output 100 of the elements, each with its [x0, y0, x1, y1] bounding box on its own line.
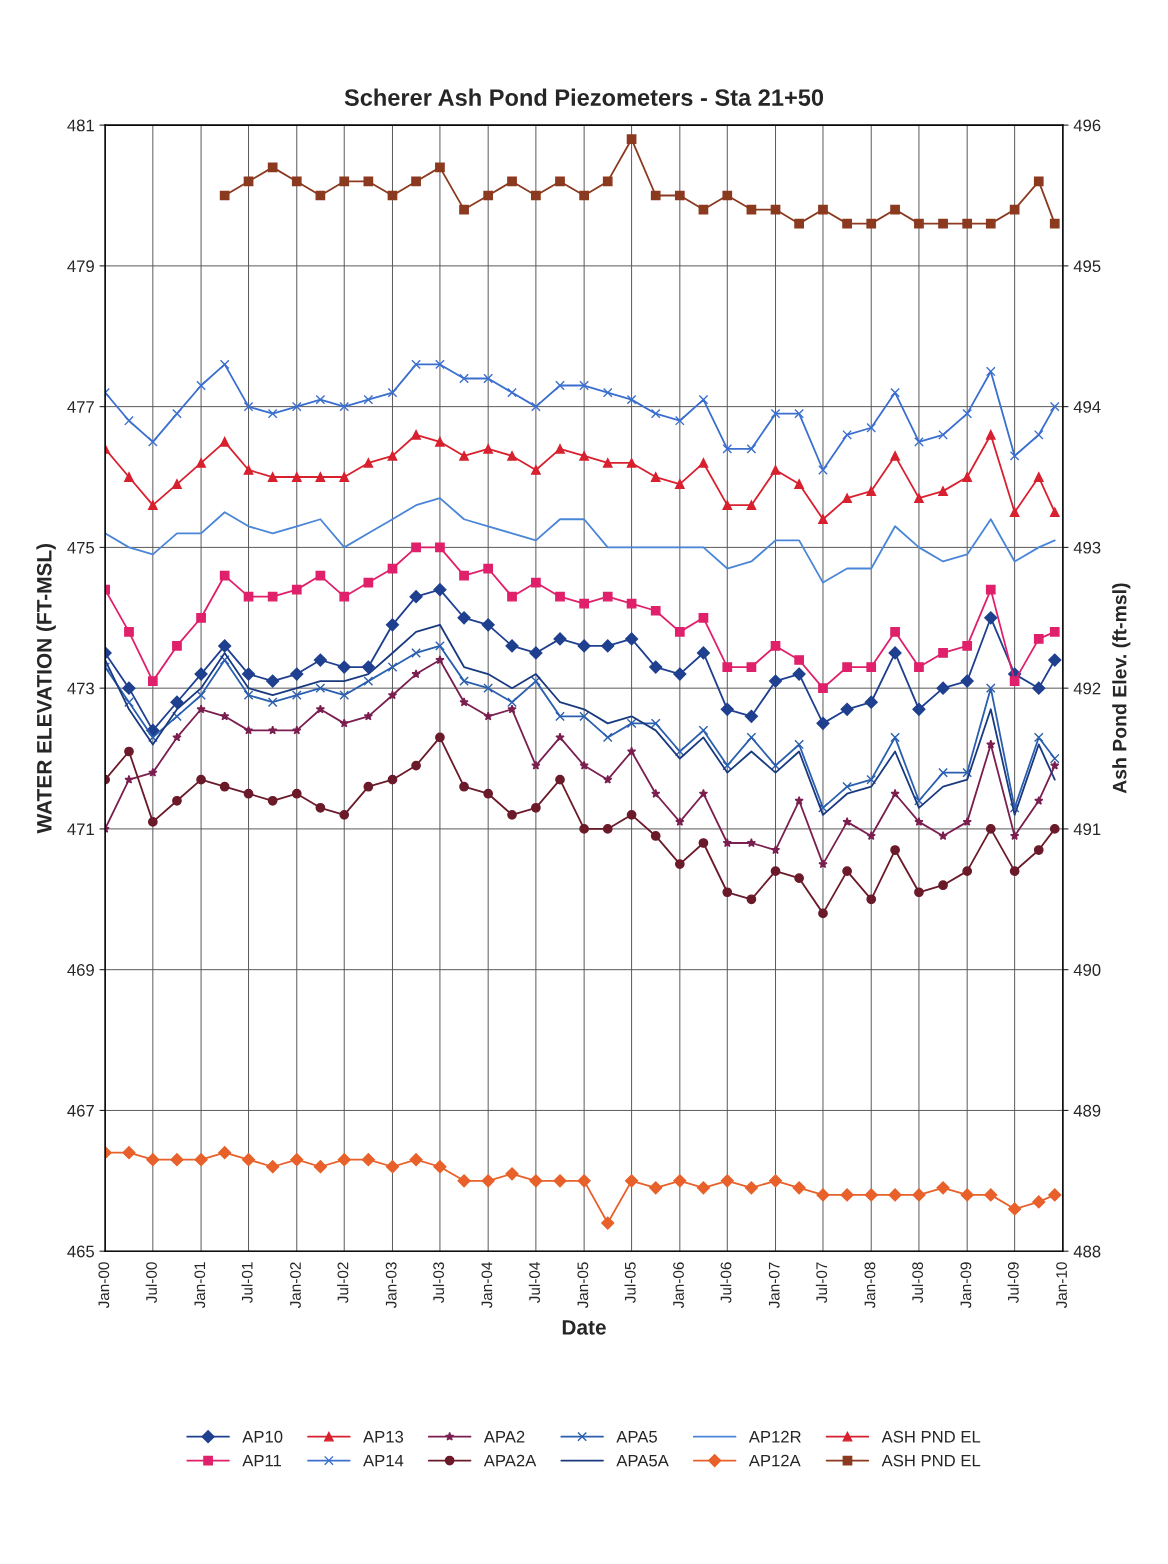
point: [626, 458, 637, 468]
point: [241, 667, 256, 681]
point: [481, 1174, 495, 1188]
point: [194, 667, 208, 681]
point: [1033, 634, 1044, 644]
point: [172, 479, 182, 489]
point: [291, 584, 302, 595]
point: [985, 584, 996, 595]
point: [507, 387, 517, 398]
point: [172, 711, 182, 722]
point: [1034, 795, 1044, 805]
point: [507, 697, 517, 708]
point: [483, 711, 493, 721]
x-tick-label: Jul-07: [815, 1262, 828, 1303]
x-tick-label: Jul-09: [1007, 1262, 1019, 1303]
point: [674, 415, 685, 426]
point: [698, 788, 709, 798]
point: [794, 873, 804, 884]
point: [170, 695, 184, 709]
point: [124, 472, 134, 482]
point: [290, 667, 304, 681]
point: [147, 676, 158, 686]
y-axis-title: WATER ELEVATION (FT-MSL): [36, 543, 56, 834]
x-tick-label: Jul-08: [911, 1262, 924, 1303]
point: [866, 422, 877, 433]
x-tick-label: Jul-00: [145, 1262, 157, 1303]
point: [890, 788, 900, 798]
point: [339, 591, 350, 602]
point: [722, 838, 732, 848]
x-tick-label: Jan-05: [577, 1262, 589, 1309]
point: [938, 429, 948, 440]
point: [481, 618, 495, 632]
point: [816, 1188, 830, 1202]
point: [1033, 732, 1044, 743]
point: [912, 702, 926, 716]
point: [146, 1153, 160, 1167]
point: [720, 702, 734, 716]
point: [435, 542, 445, 553]
point: [768, 1174, 783, 1188]
legend-label: APA2A: [483, 1454, 537, 1467]
point: [626, 394, 637, 405]
point: [243, 690, 254, 701]
point: [1008, 1202, 1022, 1216]
point: [411, 429, 421, 440]
point: [124, 697, 134, 708]
point: [339, 718, 349, 728]
point: [768, 674, 783, 688]
point: [363, 781, 374, 792]
point: [555, 591, 565, 602]
point: [315, 394, 326, 405]
point: [409, 1153, 423, 1167]
legend-label: AP11: [242, 1454, 281, 1467]
point: [914, 436, 924, 447]
point: [938, 486, 948, 496]
point: [866, 894, 877, 905]
x-tick-label: Jan-10: [1056, 1262, 1067, 1309]
point: [864, 695, 878, 709]
point: [840, 702, 854, 716]
point: [459, 781, 469, 792]
point: [579, 711, 589, 722]
point: [196, 774, 206, 785]
point: [626, 718, 637, 729]
point: [1009, 802, 1020, 813]
x-tick-label: Jan-06: [673, 1262, 684, 1309]
point: [555, 380, 565, 391]
point: [483, 444, 494, 454]
point: [219, 655, 230, 665]
point: [291, 788, 302, 799]
point: [1032, 1195, 1046, 1209]
point: [459, 697, 469, 707]
y-tick-label: 475: [67, 541, 95, 554]
point: [483, 373, 494, 384]
point: [218, 1146, 232, 1160]
y2-tick-label: 491: [1073, 823, 1101, 836]
point: [818, 514, 828, 525]
point: [842, 866, 852, 877]
point: [840, 1188, 854, 1202]
point: [148, 767, 158, 777]
point: [241, 1153, 256, 1167]
point: [1049, 753, 1060, 764]
point: [770, 845, 781, 855]
point: [818, 683, 828, 694]
point: [722, 887, 733, 898]
point: [553, 1174, 567, 1188]
point: [531, 802, 541, 813]
point: [219, 781, 230, 792]
point: [720, 1174, 734, 1188]
point: [122, 1146, 136, 1160]
point: [1009, 507, 1020, 518]
point: [1049, 626, 1060, 637]
point: [290, 1153, 304, 1167]
point: [507, 704, 517, 714]
point: [411, 648, 421, 658]
point: [624, 632, 639, 646]
point: [387, 690, 398, 700]
point: [363, 394, 374, 405]
point: [985, 683, 996, 694]
y-tick-label: 473: [67, 682, 94, 695]
point: [124, 415, 134, 426]
point: [1033, 845, 1044, 855]
